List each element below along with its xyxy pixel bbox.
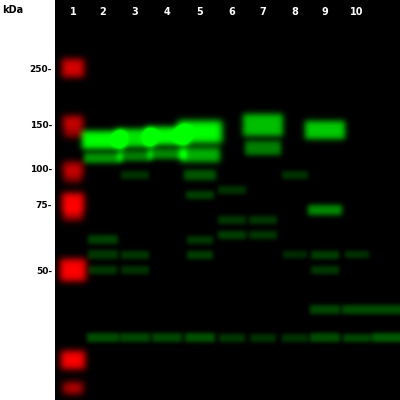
- Text: 8: 8: [292, 7, 298, 17]
- Text: 9: 9: [322, 7, 328, 17]
- Text: 75-: 75-: [36, 200, 52, 210]
- Text: 3: 3: [132, 7, 138, 17]
- Text: 100-: 100-: [30, 166, 52, 174]
- Text: 250-: 250-: [30, 66, 52, 74]
- Text: 150-: 150-: [30, 120, 52, 130]
- Text: 10: 10: [350, 7, 364, 17]
- Text: 5: 5: [197, 7, 203, 17]
- Text: 2: 2: [100, 7, 106, 17]
- Text: 7: 7: [260, 7, 266, 17]
- Text: 1: 1: [70, 7, 76, 17]
- Text: 6: 6: [229, 7, 235, 17]
- Text: kDa: kDa: [2, 5, 23, 15]
- Text: 4: 4: [164, 7, 170, 17]
- Text: 50-: 50-: [36, 268, 52, 276]
